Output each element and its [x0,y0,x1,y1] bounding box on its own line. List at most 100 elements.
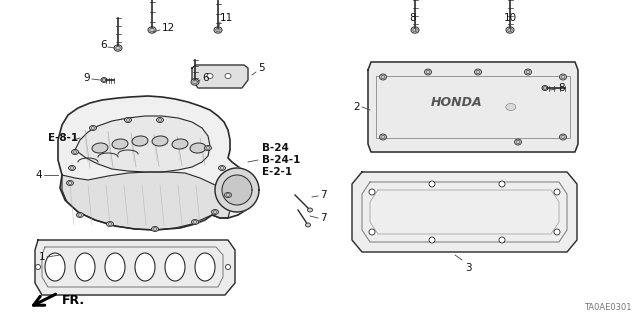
Ellipse shape [499,181,505,187]
Text: B-24: B-24 [262,143,289,153]
Ellipse shape [106,221,113,226]
Text: 7: 7 [320,213,326,223]
Ellipse shape [193,80,197,84]
Ellipse shape [105,253,125,281]
Ellipse shape [506,27,514,33]
Ellipse shape [225,264,230,270]
Polygon shape [222,175,252,205]
Ellipse shape [152,136,168,146]
Ellipse shape [116,46,120,50]
Text: TA0AE0301: TA0AE0301 [584,303,632,312]
Text: 10: 10 [504,13,516,23]
Ellipse shape [132,136,148,146]
Text: 8: 8 [410,13,416,23]
Text: 6: 6 [202,73,209,83]
Ellipse shape [559,134,566,140]
Polygon shape [352,172,577,252]
Polygon shape [35,240,235,295]
Text: 8: 8 [558,83,564,93]
Ellipse shape [195,253,215,281]
Ellipse shape [191,219,198,225]
Ellipse shape [67,181,74,186]
Ellipse shape [108,222,112,226]
Ellipse shape [220,167,224,169]
Ellipse shape [474,69,481,75]
Ellipse shape [101,78,107,82]
Polygon shape [58,96,254,230]
Ellipse shape [114,45,122,51]
Ellipse shape [214,27,222,33]
Ellipse shape [72,150,79,154]
Ellipse shape [225,73,231,78]
Ellipse shape [559,74,566,80]
Ellipse shape [193,220,197,224]
Ellipse shape [77,212,83,218]
Ellipse shape [211,210,218,214]
Ellipse shape [426,70,430,74]
Ellipse shape [381,135,385,139]
Ellipse shape [525,69,531,75]
Ellipse shape [380,74,387,80]
Ellipse shape [207,73,213,78]
Ellipse shape [91,127,95,130]
Ellipse shape [307,208,312,212]
Ellipse shape [70,167,74,169]
Ellipse shape [369,229,375,235]
Ellipse shape [148,27,156,33]
Text: 2: 2 [353,102,360,112]
Text: E-2-1: E-2-1 [262,167,292,177]
Ellipse shape [172,139,188,149]
Ellipse shape [165,253,185,281]
Ellipse shape [213,211,217,213]
Ellipse shape [35,264,40,270]
Text: 7: 7 [320,190,326,200]
Ellipse shape [150,28,154,32]
Ellipse shape [75,253,95,281]
Ellipse shape [554,189,560,195]
Ellipse shape [515,139,522,145]
Ellipse shape [68,166,76,170]
Ellipse shape [411,27,419,33]
Ellipse shape [125,117,131,122]
Ellipse shape [68,182,72,184]
Ellipse shape [429,237,435,243]
Text: 3: 3 [465,263,472,273]
Text: 1: 1 [38,252,45,262]
Text: 6: 6 [100,40,107,50]
Ellipse shape [112,139,128,149]
Ellipse shape [153,227,157,231]
Ellipse shape [413,28,417,32]
Ellipse shape [45,253,65,281]
Ellipse shape [424,69,431,75]
Text: 12: 12 [162,23,175,33]
Polygon shape [215,168,259,212]
Text: HONDA: HONDA [430,96,482,109]
Ellipse shape [225,192,232,197]
Ellipse shape [126,118,130,122]
Ellipse shape [381,75,385,79]
Ellipse shape [157,117,163,122]
Polygon shape [368,62,578,152]
Ellipse shape [554,229,560,235]
Polygon shape [75,116,210,172]
Ellipse shape [92,143,108,153]
Ellipse shape [152,226,159,232]
Ellipse shape [508,28,512,32]
Ellipse shape [78,213,82,217]
Text: 5: 5 [258,63,264,73]
Text: B-24-1: B-24-1 [262,155,300,165]
Text: FR.: FR. [62,293,85,307]
Ellipse shape [206,146,210,150]
Ellipse shape [499,237,505,243]
Ellipse shape [73,151,77,153]
Polygon shape [62,172,230,230]
Ellipse shape [218,166,225,170]
Ellipse shape [205,145,211,151]
Ellipse shape [516,140,520,144]
Ellipse shape [102,79,106,81]
Ellipse shape [526,70,530,74]
Ellipse shape [158,118,162,122]
Ellipse shape [380,134,387,140]
Ellipse shape [190,143,206,153]
Text: 9: 9 [83,73,90,83]
